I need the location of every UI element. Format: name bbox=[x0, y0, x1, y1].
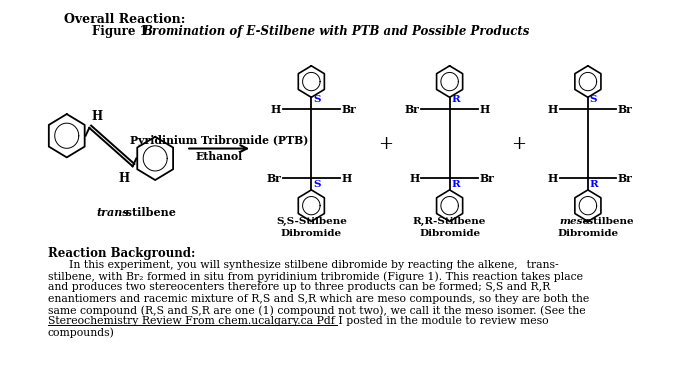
Text: meso: meso bbox=[560, 218, 590, 226]
Text: Br: Br bbox=[267, 172, 281, 184]
Text: R,R-Stilbene: R,R-Stilbene bbox=[413, 218, 486, 226]
Text: H: H bbox=[410, 172, 419, 184]
Text: S: S bbox=[590, 95, 597, 104]
Text: Dibromide: Dibromide bbox=[419, 229, 480, 238]
Text: Reaction Background:: Reaction Background: bbox=[48, 247, 195, 260]
Text: In this experiment, you will synthesize stilbene dibromide by reacting the alken: In this experiment, you will synthesize … bbox=[48, 260, 559, 270]
Text: H: H bbox=[271, 103, 281, 115]
Text: +: + bbox=[378, 135, 393, 153]
Text: R: R bbox=[590, 180, 598, 189]
Text: Bromination of E-Stilbene with PTB and Possible Products: Bromination of E-Stilbene with PTB and P… bbox=[142, 25, 529, 39]
Text: stilbene, with Br₂ formed in situ from pyridinium tribromide (Figure 1). This re: stilbene, with Br₂ formed in situ from p… bbox=[48, 271, 583, 282]
Text: compounds): compounds) bbox=[48, 328, 115, 338]
Text: same compound (R,S and S,R are one (1) compound not two), we call it the meso is: same compound (R,S and S,R are one (1) c… bbox=[48, 305, 586, 316]
Text: Ethanol: Ethanol bbox=[195, 150, 243, 161]
Text: Pyridinium Tribromide (PTB): Pyridinium Tribromide (PTB) bbox=[130, 135, 308, 146]
Text: Br: Br bbox=[618, 172, 633, 184]
Text: and produces two stereocenters therefore up to three products can be formed; S,S: and produces two stereocenters therefore… bbox=[48, 283, 550, 292]
Text: Dibromide: Dibromide bbox=[557, 229, 619, 238]
Text: R: R bbox=[452, 180, 460, 189]
Text: H: H bbox=[118, 172, 130, 185]
Text: -stilbene: -stilbene bbox=[583, 218, 634, 226]
Text: Dibromide: Dibromide bbox=[281, 229, 342, 238]
Text: S: S bbox=[313, 95, 321, 104]
Text: H: H bbox=[91, 110, 102, 123]
Text: S: S bbox=[313, 180, 321, 189]
Text: +: + bbox=[511, 135, 526, 153]
Text: H: H bbox=[547, 103, 558, 115]
Text: Br: Br bbox=[342, 103, 356, 115]
Text: Stereochemistry Review From chem.ucalgary.ca Pdf I posted in the module to revie: Stereochemistry Review From chem.ucalgar… bbox=[48, 316, 549, 327]
Text: Overall Reaction:: Overall Reaction: bbox=[64, 12, 186, 26]
Text: Figure 1:: Figure 1: bbox=[92, 25, 156, 39]
Text: Br: Br bbox=[405, 103, 419, 115]
Text: S,S-Stilbene: S,S-Stilbene bbox=[276, 218, 346, 226]
Text: H: H bbox=[480, 103, 490, 115]
Text: trans: trans bbox=[97, 207, 130, 218]
Text: H: H bbox=[342, 172, 351, 184]
Text: -stilbene: -stilbene bbox=[121, 207, 176, 218]
Text: R: R bbox=[452, 95, 460, 104]
Text: enantiomers and racemic mixture of R,S and S,R which are meso compounds, so they: enantiomers and racemic mixture of R,S a… bbox=[48, 294, 589, 304]
Text: Br: Br bbox=[618, 103, 633, 115]
Text: H: H bbox=[547, 172, 558, 184]
Text: Br: Br bbox=[480, 172, 495, 184]
